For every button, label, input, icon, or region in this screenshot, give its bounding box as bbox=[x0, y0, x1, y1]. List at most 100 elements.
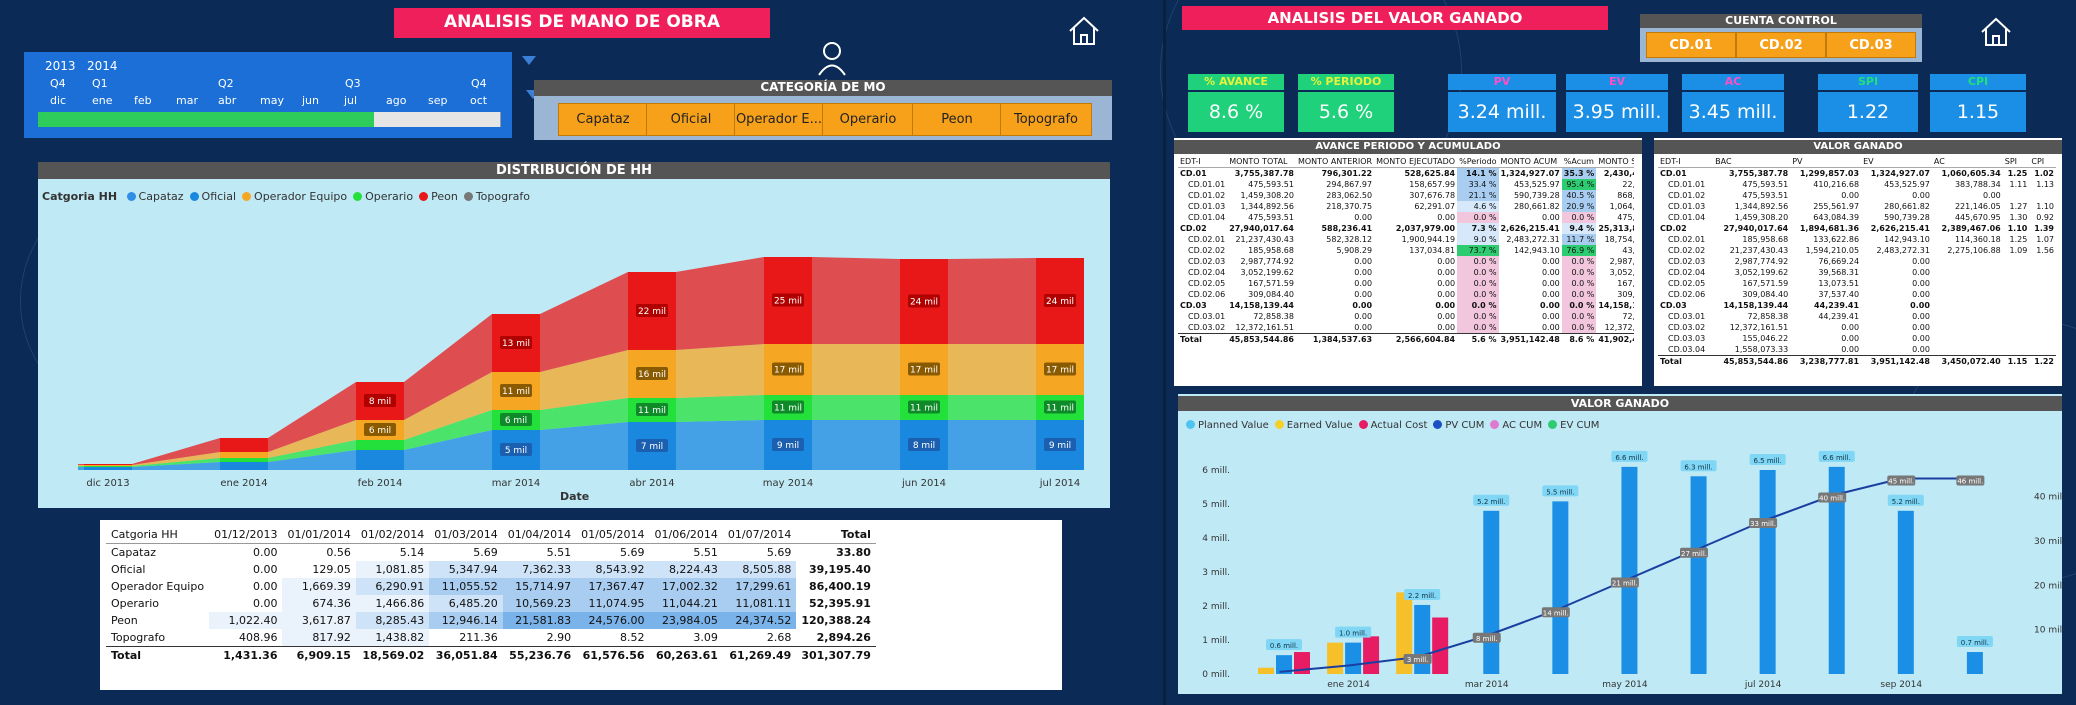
table-row[interactable]: CD.01.02 1,459,308.20 283,062.50 307,676.78… bbox=[1178, 190, 1634, 201]
hh-data-label-bg bbox=[772, 438, 804, 451]
category-button-peon[interactable]: Peon bbox=[912, 103, 1002, 136]
pv-bar[interactable] bbox=[1897, 510, 1914, 674]
table-row[interactable]: CD.02.01 185,958.68 133,622.86 142,943.10 11… bbox=[1658, 234, 2056, 245]
category-button-oficial[interactable]: Oficial bbox=[646, 103, 736, 136]
timeline-month-segment[interactable] bbox=[416, 112, 459, 127]
table-row[interactable]: CD.03 14,158,139.44 44,239.41 0.00 bbox=[1658, 300, 2056, 311]
pv-bar[interactable] bbox=[1483, 510, 1500, 674]
table-row[interactable]: CD.01.03 1,344,892.56 218,370.75 62,291.07 4… bbox=[1178, 201, 1634, 212]
hh-bar-segment[interactable] bbox=[220, 438, 268, 452]
valor-table-panel bbox=[1654, 138, 2062, 386]
pv-bar[interactable] bbox=[1621, 466, 1638, 674]
table-row[interactable]: Oficial 0.00 129.05 1,081.85 5,347.94 7,362.3… bbox=[106, 561, 876, 578]
home-icon[interactable] bbox=[1066, 13, 1102, 49]
table-row[interactable]: Topografo 408.96 817.92 1,438.82 211.36 2.90 8… bbox=[106, 629, 876, 647]
page-title-mano-obra: ANALISIS DE MANO DE OBRA bbox=[394, 8, 770, 38]
table-row[interactable]: CD.01 3,755,387.78 796,301.22 528,625.84 14.… bbox=[1178, 167, 1634, 179]
kpi-value: 3.95 mill. bbox=[1566, 92, 1668, 132]
category-button-capataz[interactable]: Capataz bbox=[558, 103, 648, 136]
table-row[interactable]: CD.03.02 12,372,161.51 0.00 0.00 0.0 % 0.00 0.… bbox=[1178, 322, 1634, 334]
table-cell: CD.01.02 bbox=[1668, 191, 1706, 200]
legend-title: Catgoria HH bbox=[42, 190, 118, 203]
timeline-month-segment[interactable] bbox=[374, 112, 417, 127]
table-row[interactable]: CD.01.04 1,459,308.20 643,084.39 590,739.28… bbox=[1658, 212, 2056, 223]
category-button-operario[interactable]: Operario bbox=[822, 103, 914, 136]
cuenta-button-cd02[interactable]: CD.02 bbox=[1736, 32, 1826, 58]
table-row[interactable]: CD.02 27,940,017.64 588,236.41 2,037,979.00… bbox=[1178, 223, 1634, 234]
category-button-operador-equipo[interactable]: Operador E... bbox=[734, 103, 824, 136]
table-row[interactable]: CD.02.03 2,987,774.92 76,669.24 0.00 bbox=[1658, 256, 2056, 267]
table-row[interactable]: CD.03.04 1,558,073.33 0.00 0.00 bbox=[1658, 344, 2056, 356]
pv-bar[interactable] bbox=[1828, 466, 1845, 674]
hh-bar-segment[interactable] bbox=[356, 450, 404, 470]
timeline-month-segment[interactable] bbox=[164, 112, 207, 127]
timeline-month-segment[interactable] bbox=[122, 112, 165, 127]
legend-item: Actual Cost bbox=[1370, 420, 1428, 431]
category-button-topografo[interactable]: Topografo bbox=[1000, 103, 1092, 136]
table-cell: 280,661.82 bbox=[1513, 202, 1560, 211]
table-row[interactable]: CD.03.02 12,372,161.51 0.00 0.00 bbox=[1658, 322, 2056, 333]
table-total-cell: 1,431.36 bbox=[223, 649, 278, 662]
ac-bar[interactable] bbox=[1363, 636, 1380, 674]
pv-bar[interactable] bbox=[1552, 501, 1569, 674]
table-row[interactable]: CD.01.02 475,593.51 0.00 0.00 0.00 bbox=[1658, 190, 2056, 201]
table-total-cell: 2,566,604.84 bbox=[1374, 333, 1458, 345]
table-row[interactable]: Peon 1,022.40 3,617.87 8,285.43 12,946.14 21,… bbox=[106, 612, 876, 629]
table-row[interactable]: CD.03.01 72,858.38 0.00 0.00 0.0 % 0.00 0.0 % 7… bbox=[1178, 311, 1634, 322]
pv-bar[interactable] bbox=[1276, 655, 1292, 674]
pv-bar[interactable] bbox=[1690, 476, 1707, 674]
timeline-month-segment[interactable] bbox=[206, 112, 249, 127]
table-row[interactable]: CD.01.04 475,593.51 0.00 0.00 0.0 % 0.00 0.0 %… bbox=[1178, 212, 1634, 223]
table-row[interactable]: Operario 0.00 674.36 1,466.86 6,485.20 10,569… bbox=[106, 595, 876, 612]
table-row[interactable]: CD.03.01 72,858.38 44,239.41 0.00 bbox=[1658, 311, 2056, 322]
pv-bar[interactable] bbox=[1345, 642, 1362, 674]
table-row[interactable]: CD.02.01 21,237,430.43 582,328.12 1,900,944… bbox=[1178, 234, 1634, 245]
table-row[interactable]: CD.02.05 167,571.59 0.00 0.00 0.0 % 0.00 0.0 %… bbox=[1178, 278, 1634, 289]
home-icon[interactable] bbox=[1978, 14, 2014, 50]
table-row[interactable]: CD.02.06 309,084.40 0.00 0.00 0.0 % 0.00 0.0 %… bbox=[1178, 289, 1634, 300]
timeline-month-segment[interactable] bbox=[290, 112, 333, 127]
hh-bar-segment[interactable] bbox=[84, 465, 132, 466]
pv-label-bg bbox=[1680, 460, 1717, 472]
table-row[interactable]: CD.03 14,158,139.44 0.00 0.00 0.0 % 0.00 0.0 %… bbox=[1178, 300, 1634, 311]
table-row[interactable]: CD.02 27,940,017.64 1,894,681.36 2,626,215.… bbox=[1658, 223, 2056, 234]
hh-bar-segment[interactable] bbox=[220, 452, 268, 458]
timeline-month-segment[interactable] bbox=[248, 112, 291, 127]
table-row[interactable]: CD.01.01 475,593.51 410,216.68 453,525.97 38… bbox=[1658, 179, 2056, 190]
hh-bar-segment[interactable] bbox=[84, 464, 132, 465]
table-row[interactable]: CD.01.01 475,593.51 294,867.97 158,657.99 33… bbox=[1178, 179, 1634, 190]
table-row[interactable]: CD.02.05 167,571.59 13,073.51 0.00 bbox=[1658, 278, 2056, 289]
pv-bar[interactable] bbox=[1759, 470, 1776, 674]
timeline-month-segment[interactable] bbox=[458, 112, 501, 127]
table-row[interactable]: Operador Equipo 0.00 1,669.39 6,290.91 11,05… bbox=[106, 578, 876, 595]
table-row[interactable]: CD.02.03 2,987,774.92 0.00 0.00 0.0 % 0.00 0.0… bbox=[1178, 256, 1634, 267]
timeline-month-segment[interactable] bbox=[38, 112, 81, 127]
cuenta-button-cd03[interactable]: CD.03 bbox=[1826, 32, 1916, 58]
cuenta-button-cd01[interactable]: CD.01 bbox=[1646, 32, 1736, 58]
ac-bar[interactable] bbox=[1432, 617, 1449, 674]
table-cell: 0.0 % bbox=[1457, 311, 1499, 322]
table-row[interactable]: CD.03.03 155,046.22 0.00 0.00 bbox=[1658, 333, 2056, 344]
ev-chart-header: VALOR GANADO bbox=[1178, 396, 2062, 411]
ev-bar[interactable] bbox=[1258, 667, 1274, 674]
table-row[interactable]: CD.02.02 21,237,430.43 1,594,210.05 2,483,2… bbox=[1658, 245, 2056, 256]
table-row[interactable]: CD.02.04 3,052,199.62 0.00 0.00 0.0 % 0.00 0.0… bbox=[1178, 267, 1634, 278]
table-cell: 221,146.05 bbox=[1954, 202, 2001, 211]
table-row[interactable]: CD.01.03 1,344,892.56 255,561.97 280,661.82… bbox=[1658, 201, 2056, 212]
ev-bar[interactable] bbox=[1327, 642, 1344, 674]
hh-bar-segment[interactable] bbox=[220, 458, 268, 462]
table-row[interactable]: CD.02.04 3,052,199.62 39,568.31 0.00 bbox=[1658, 267, 2056, 278]
table-row[interactable]: CD.02.02 185,958.68 5,908.29 137,034.81 73.7… bbox=[1178, 245, 1634, 256]
table-row[interactable]: CD.01 3,755,387.78 1,299,857.03 1,324,927.0… bbox=[1658, 168, 2056, 180]
ev-bar[interactable] bbox=[1396, 592, 1413, 674]
pv-bar[interactable] bbox=[1966, 652, 1983, 674]
hh-data-label: 11 mil bbox=[1046, 404, 1074, 414]
hh-bar-segment[interactable] bbox=[220, 462, 268, 470]
hh-bar-segment[interactable] bbox=[356, 440, 404, 450]
hh-bar-segment[interactable] bbox=[84, 466, 132, 467]
table-row[interactable]: Capataz 0.00 0.56 5.14 5.69 5.51 5.69 5.51 5.69 3… bbox=[106, 543, 876, 561]
table-row[interactable]: CD.02.06 309,084.40 37,537.40 0.00 bbox=[1658, 289, 2056, 300]
hh-bar-segment[interactable] bbox=[84, 467, 132, 470]
timeline-month-segment[interactable] bbox=[80, 112, 123, 127]
timeline-month-segment[interactable] bbox=[332, 112, 375, 127]
